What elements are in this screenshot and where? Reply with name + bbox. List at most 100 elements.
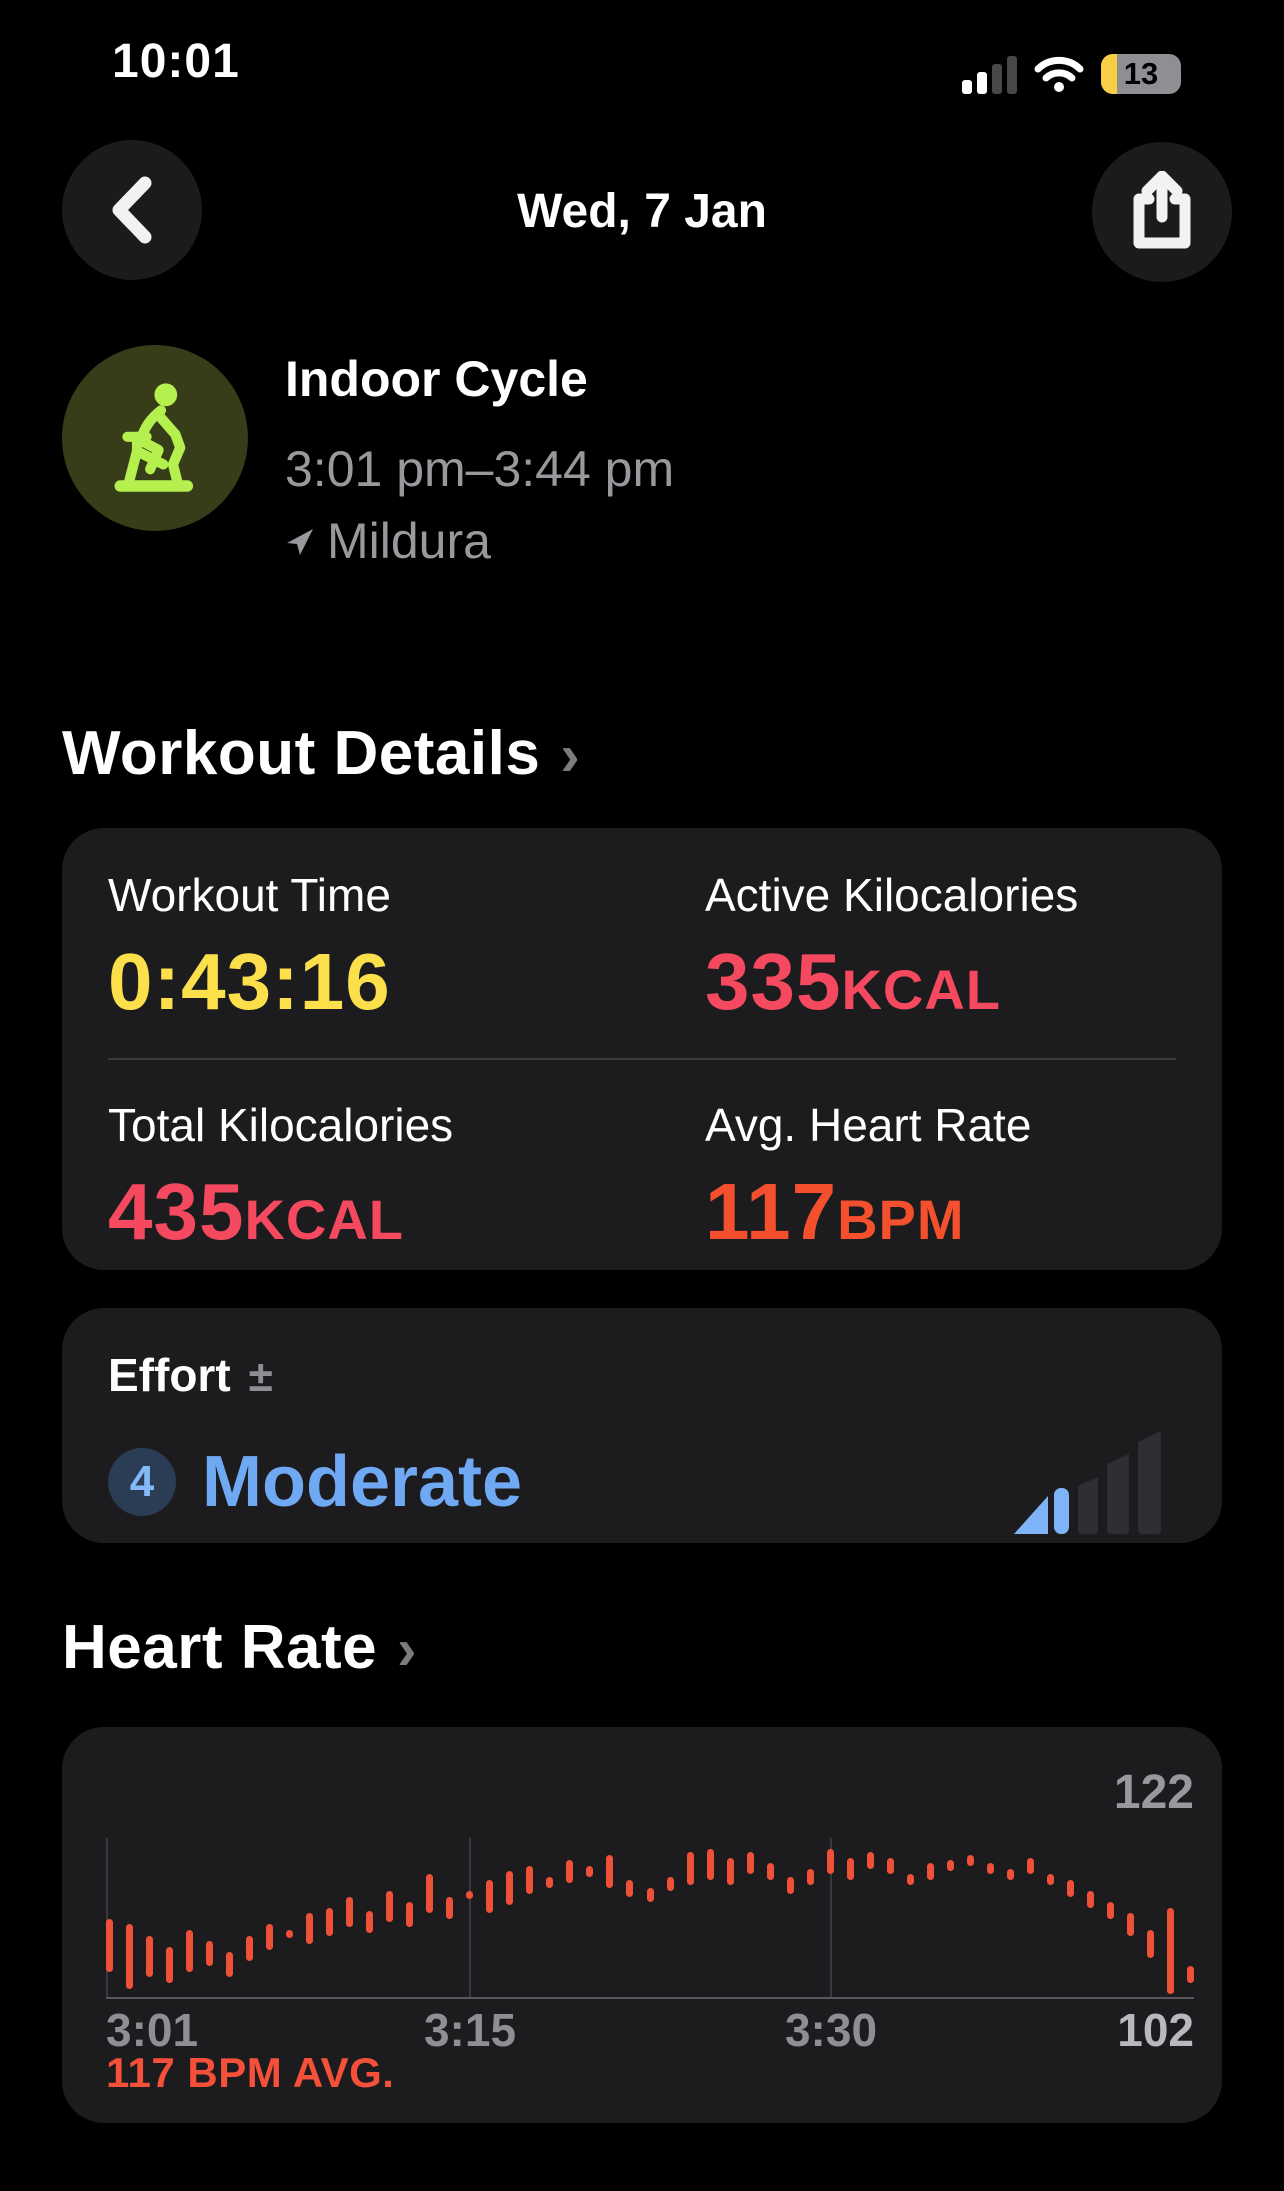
battery-percent: 13 xyxy=(1123,56,1159,91)
workout-type-avatar xyxy=(62,345,248,531)
workout-location: Mildura xyxy=(327,513,491,569)
heart-rate-bar xyxy=(1046,1874,1054,1886)
x-tick-label: 3:15 xyxy=(423,2004,517,2056)
status-time: 10:01 xyxy=(112,35,240,88)
chart-last-value-label: 102 xyxy=(1117,2004,1194,2056)
heart-rate-bar xyxy=(1006,1868,1014,1880)
heart-rate-bar xyxy=(146,1935,154,1978)
workout-details-heading[interactable]: Workout Details › xyxy=(62,718,580,789)
heart-rate-bar xyxy=(306,1913,314,1944)
heart-rate-bar xyxy=(626,1879,634,1897)
indoor-cycle-icon xyxy=(114,383,194,492)
heart-rate-bar xyxy=(346,1896,354,1928)
heart-rate-bar xyxy=(106,1918,113,1972)
chart-max-value: 122 xyxy=(1113,1766,1194,1819)
heart-rate-bar xyxy=(186,1930,194,1972)
heart-rate-bar xyxy=(686,1851,694,1886)
heart-rate-bar xyxy=(746,1851,754,1875)
metric-avg-heart-rate: Avg. Heart Rate 117BPM xyxy=(705,1098,1176,1252)
metric-active-kilocalories: Active Kilocalories 335KCAL xyxy=(705,868,1176,1022)
heart-rate-bar xyxy=(846,1857,854,1880)
heart-rate-bar xyxy=(246,1935,254,1961)
heart-rate-bar xyxy=(386,1891,394,1922)
heart-rate-bar xyxy=(566,1860,574,1883)
heart-rate-bar xyxy=(726,1857,734,1886)
battery-fill-level xyxy=(1101,54,1117,94)
effort-card[interactable]: Effort ± 4 Moderate xyxy=(62,1308,1222,1543)
share-button[interactable] xyxy=(1092,142,1232,282)
heart-rate-bar xyxy=(606,1854,614,1889)
heart-rate-bar xyxy=(986,1863,994,1875)
heart-rate-bar xyxy=(366,1910,374,1933)
heart-rate-bar xyxy=(646,1888,654,1903)
chart-average-label: 117 BPM AVG. xyxy=(106,2049,395,2096)
heart-rate-bar xyxy=(806,1868,814,1886)
effort-description: Moderate xyxy=(202,1442,523,1522)
battery-icon: 13 xyxy=(1101,54,1181,94)
heart-rate-bar xyxy=(766,1863,774,1880)
heart-rate-bar xyxy=(1146,1930,1154,1958)
heart-rate-bar xyxy=(466,1891,474,1900)
heart-rate-bar xyxy=(706,1849,714,1880)
chart-x-axis-labels: 3:01 3:15 3:30 102 xyxy=(62,2003,1222,2056)
share-icon xyxy=(1133,171,1191,249)
back-button[interactable] xyxy=(62,140,202,280)
x-tick-label: 3:30 xyxy=(784,2004,878,2056)
heart-rate-bar xyxy=(226,1952,234,1978)
heart-rate-card[interactable]: 122 3:01 3:15 3:30 102 117 BPM AVG. xyxy=(62,1727,1222,2123)
x-tick-label: 3:01 xyxy=(106,2004,199,2056)
metric-unit: BPM xyxy=(837,1188,965,1251)
metric-label: Workout Time xyxy=(108,869,391,921)
heart-rate-bar xyxy=(266,1924,274,1950)
heart-rate-bar xyxy=(1126,1913,1134,1936)
workout-type-title: Indoor Cycle xyxy=(285,351,588,407)
heart-rate-bar xyxy=(1187,1966,1194,1984)
heart-rate-bar xyxy=(406,1902,414,1928)
heart-rate-bar xyxy=(886,1857,894,1875)
heart-rate-bar xyxy=(666,1877,674,1891)
card-divider xyxy=(108,1058,1176,1060)
heart-rate-bar xyxy=(866,1851,874,1869)
heart-rate-bar xyxy=(326,1907,334,1936)
metric-value: 335 xyxy=(705,937,842,1026)
effort-adjust-icon[interactable]: ± xyxy=(248,1352,273,1401)
heart-rate-bar xyxy=(1066,1879,1074,1897)
metric-value: 117 xyxy=(705,1167,838,1256)
chart-gridline xyxy=(106,1838,108,1997)
metric-workout-time: Workout Time 0:43:16 xyxy=(108,868,705,1022)
heart-rate-bar xyxy=(126,1924,134,1989)
heart-rate-bar xyxy=(166,1946,174,1984)
heart-rate-bar xyxy=(546,1877,554,1889)
cellular-signal-icon xyxy=(962,54,1017,94)
chevron-right-icon: › xyxy=(397,1616,417,1682)
heart-rate-bar xyxy=(1166,1907,1174,1995)
workout-details-card[interactable]: Workout Time 0:43:16 Active Kilocalories… xyxy=(62,828,1222,1270)
workout-details-title: Workout Details xyxy=(62,719,541,788)
back-chevron-icon xyxy=(112,176,152,244)
heart-rate-heading[interactable]: Heart Rate › xyxy=(62,1612,417,1683)
metric-unit: KCAL xyxy=(841,958,1002,1021)
nav-title: Wed, 7 Jan xyxy=(517,185,767,238)
workout-time-range: 3:01 pm–3:44 pm xyxy=(285,441,675,497)
heart-rate-title: Heart Rate xyxy=(62,1613,378,1682)
metric-label: Active Kilocalories xyxy=(705,869,1079,921)
heart-rate-bar xyxy=(506,1871,514,1905)
effort-label: Effort xyxy=(108,1349,231,1401)
location-arrow-icon xyxy=(287,529,313,555)
metric-value: 0:43:16 xyxy=(108,937,391,1026)
effort-bars-icon xyxy=(1014,1431,1161,1534)
heart-rate-bar xyxy=(1086,1891,1094,1908)
heart-rate-bar xyxy=(586,1865,594,1878)
hr-plot xyxy=(106,1838,1194,1999)
status-icons: 13 xyxy=(962,48,1212,94)
heart-rate-bar xyxy=(286,1930,294,1939)
battery-nub xyxy=(1169,66,1174,82)
metric-value: 435 xyxy=(108,1167,245,1256)
wifi-icon xyxy=(1034,56,1084,92)
heart-rate-bar xyxy=(446,1896,454,1919)
chart-gridline xyxy=(829,1838,832,1997)
heart-rate-bar xyxy=(526,1865,534,1894)
heart-rate-bar xyxy=(966,1854,974,1866)
metric-label: Total Kilocalories xyxy=(108,1099,454,1151)
heart-rate-bar xyxy=(906,1874,914,1886)
